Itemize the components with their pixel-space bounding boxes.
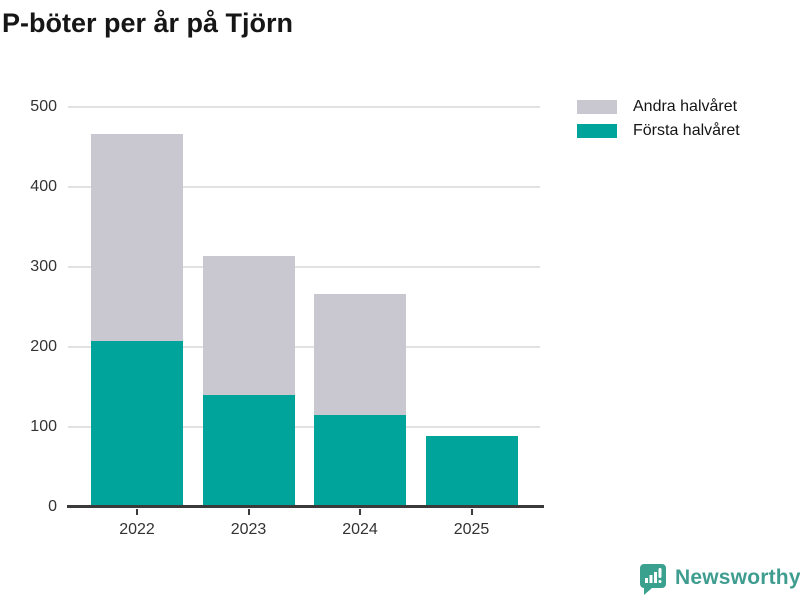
gridline-100: [68, 426, 540, 428]
gridline-200: [68, 346, 540, 348]
bar-2022-andra-halv-ret-segment: [91, 134, 183, 342]
bar-2023-f-rsta-halv-ret-segment: [202, 395, 295, 507]
gridline-300: [68, 266, 540, 268]
gridline-400: [68, 186, 540, 188]
legend-label-forsta-halvaret: Första halvåret: [633, 122, 740, 139]
gridline-500: [68, 106, 540, 108]
legend-item-andra-halvaret: Andra halvåret: [577, 98, 740, 115]
x-axis-label-2024: 2024: [342, 521, 378, 538]
chart-title: P-böter per år på Tjörn: [2, 8, 294, 38]
newsworthy-wordmark: Newsworthy: [675, 566, 800, 589]
x-axis-line: [67, 505, 544, 508]
newsworthy-speech-bubble-chart-icon: [640, 564, 666, 595]
x-axis-label-2023: 2023: [230, 521, 267, 538]
legend: Andra halvåret Första halvåret: [577, 98, 740, 148]
y-axis-label-200: 200: [30, 338, 57, 355]
y-axis-label-500: 500: [30, 98, 57, 115]
bar-2024-f-rsta-halv-ret-segment: [314, 415, 406, 507]
y-axis-label-400: 400: [30, 178, 57, 195]
legend-swatch-forsta-halvaret: [577, 124, 617, 138]
x-axis-tick-2024: [359, 509, 361, 515]
newsworthy-logo: Newsworthy: [639, 563, 800, 596]
legend-label-andra-halvaret: Andra halvåret: [633, 98, 738, 115]
bar-2022-f-rsta-halv-ret-segment: [91, 341, 183, 507]
y-axis-label-300: 300: [30, 258, 57, 275]
bar-2024-andra-halv-ret-segment: [314, 294, 406, 415]
x-axis-label-2022: 2022: [119, 521, 155, 538]
x-axis-tick-2022: [136, 509, 138, 515]
bar-2025-f-rsta-halv-ret-segment: [425, 435, 518, 507]
y-axis-label-0: 0: [48, 498, 57, 515]
x-axis-tick-2023: [247, 509, 250, 515]
y-axis-label-100: 100: [30, 418, 57, 435]
legend-swatch-andra-halvaret: [577, 100, 617, 114]
x-axis-tick-2025: [470, 509, 473, 515]
x-axis-label-2025: 2025: [453, 521, 490, 538]
legend-item-forsta-halvaret: Första halvåret: [577, 122, 740, 139]
bar-2023-andra-halv-ret-segment: [202, 255, 295, 395]
